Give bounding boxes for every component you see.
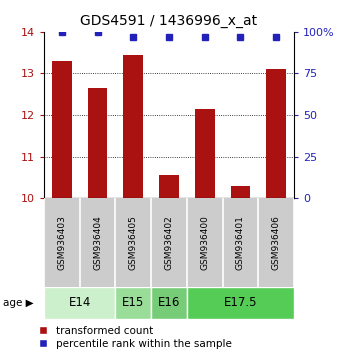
Legend: transformed count, percentile rank within the sample: transformed count, percentile rank withi…: [39, 326, 232, 349]
Text: E16: E16: [158, 296, 180, 309]
Bar: [44, 287, 115, 319]
Text: GSM936400: GSM936400: [200, 215, 209, 270]
Text: GSM936405: GSM936405: [129, 215, 138, 270]
Title: GDS4591 / 1436996_x_at: GDS4591 / 1436996_x_at: [80, 14, 258, 28]
Bar: [266, 69, 286, 198]
Text: E15: E15: [122, 296, 144, 309]
Text: E17.5: E17.5: [224, 296, 257, 309]
Text: GSM936404: GSM936404: [93, 215, 102, 270]
Bar: [231, 186, 250, 198]
Bar: [187, 287, 294, 319]
Text: GSM936406: GSM936406: [272, 215, 281, 270]
Bar: [151, 287, 187, 319]
Bar: [88, 88, 107, 198]
Text: GSM936402: GSM936402: [165, 215, 173, 270]
Text: age ▶: age ▶: [3, 298, 34, 308]
Bar: [115, 287, 151, 319]
Text: GSM936401: GSM936401: [236, 215, 245, 270]
Bar: [123, 55, 143, 198]
Bar: [52, 61, 72, 198]
Text: E14: E14: [69, 296, 91, 309]
Text: GSM936403: GSM936403: [57, 215, 66, 270]
Bar: [159, 175, 179, 198]
Bar: [195, 109, 215, 198]
